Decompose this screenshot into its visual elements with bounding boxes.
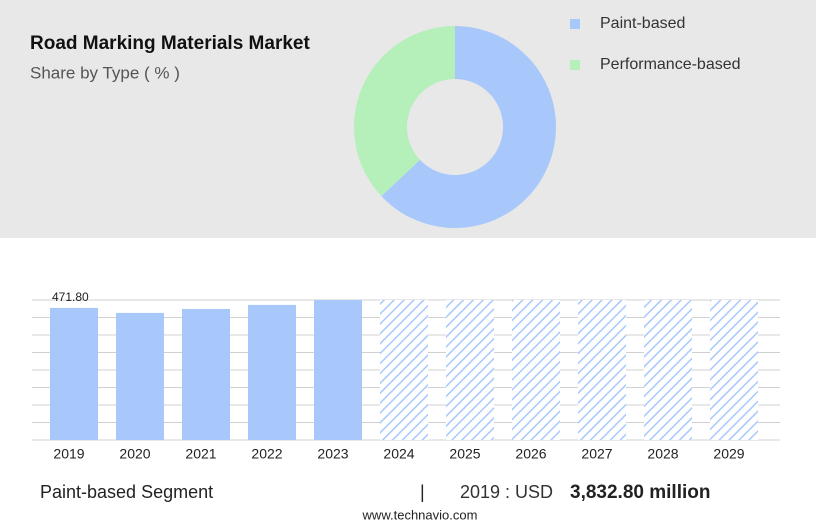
forecast-bar xyxy=(380,300,428,440)
legend-swatch xyxy=(570,60,580,70)
x-tick-label: 2024 xyxy=(383,446,414,462)
year-label: 2019 : USD xyxy=(460,482,553,502)
x-tick-label: 2019 xyxy=(53,446,84,462)
forecast-bar xyxy=(710,300,758,440)
donut-slice xyxy=(381,26,556,228)
x-tick-label: 2027 xyxy=(581,446,612,462)
forecast-bar xyxy=(446,300,494,440)
x-tick-label: 2025 xyxy=(449,446,480,462)
x-tick-label: 2020 xyxy=(119,446,150,462)
bar xyxy=(50,307,98,440)
bar xyxy=(314,300,362,440)
x-tick-label: 2026 xyxy=(515,446,546,462)
forecast-bar xyxy=(512,300,560,440)
source: www.technavio.com xyxy=(362,507,478,522)
x-tick-label: 2022 xyxy=(251,446,282,462)
donut-slice xyxy=(354,26,455,197)
legend-label: Paint-based xyxy=(600,15,685,32)
bar-chart: 471.80 2019 2020 2021 2022 2023 2024 2025 2026 20… xyxy=(32,290,780,462)
forecast-bar xyxy=(578,300,626,440)
amount: 3,832.80 million xyxy=(570,482,710,503)
value-label: 471.80 xyxy=(52,290,89,304)
chart-title: Road Marking Materials Market xyxy=(30,33,310,54)
chart-subtitle: Share by Type ( % ) xyxy=(30,63,180,82)
separator: | xyxy=(420,482,425,502)
legend-swatch xyxy=(570,19,580,29)
forecast-bar xyxy=(644,300,692,440)
bar xyxy=(182,308,230,440)
x-tick-label: 2029 xyxy=(713,446,744,462)
legend-label: Performance-based xyxy=(600,56,741,73)
bar xyxy=(248,304,296,440)
x-tick-label: 2023 xyxy=(317,446,348,462)
x-tick-label: 2028 xyxy=(647,446,678,462)
segment-label: Paint-based Segment xyxy=(40,482,213,502)
x-tick-label: 2021 xyxy=(185,446,216,462)
bar xyxy=(116,312,164,440)
donut-chart: Paint-based Performance-based xyxy=(354,15,741,228)
